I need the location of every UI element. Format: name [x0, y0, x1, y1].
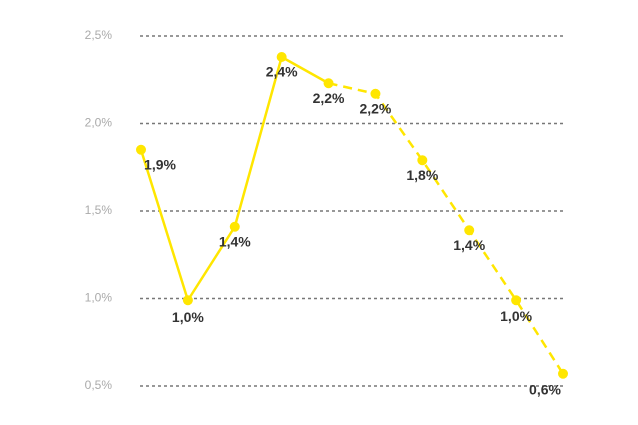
- y-tick-label: 1,5%: [85, 203, 113, 217]
- value-label: 1,9%: [144, 156, 176, 172]
- value-label: 1,0%: [500, 308, 532, 324]
- point: [558, 368, 568, 379]
- value-label: 1,8%: [406, 167, 438, 183]
- line-dashed: [328, 82, 565, 375]
- value-label: 1,4%: [219, 233, 251, 249]
- y-tick-label: 2,0%: [85, 116, 113, 130]
- point: [323, 78, 334, 89]
- point: [464, 225, 475, 236]
- y-tick-label: 0,5%: [85, 378, 113, 392]
- point: [136, 144, 146, 155]
- y-tick-label: 1,0%: [85, 291, 113, 305]
- value-label: 2,2%: [313, 90, 345, 106]
- value-label: 1,0%: [172, 309, 204, 325]
- line-solid: [139, 55, 330, 302]
- point: [182, 295, 193, 306]
- point: [370, 88, 381, 99]
- point: [276, 52, 287, 62]
- y-tick-label: 2,5%: [85, 28, 113, 42]
- point: [229, 221, 240, 232]
- value-label: 1,4%: [453, 237, 485, 253]
- value-label: 2,4%: [266, 64, 298, 80]
- point: [511, 295, 522, 306]
- value-label: 2,2%: [359, 100, 391, 116]
- point: [417, 155, 428, 166]
- value-label: 0,6%: [529, 381, 561, 397]
